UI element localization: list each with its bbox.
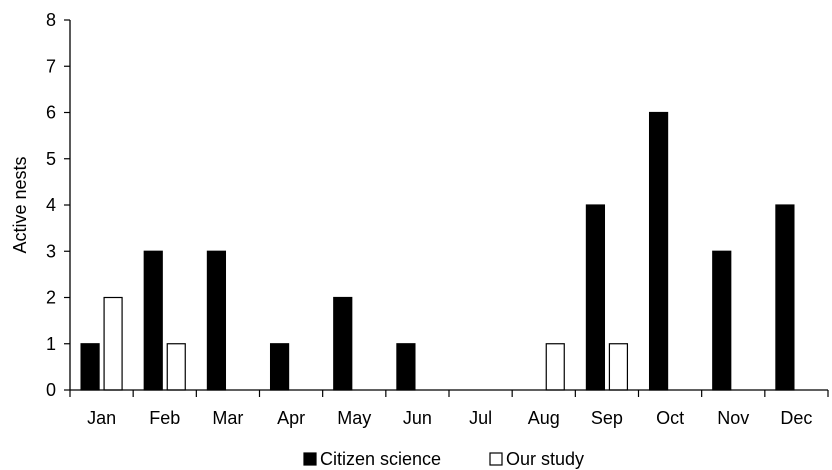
bar-our-study-feb bbox=[166, 343, 186, 391]
x-tick-label: Nov bbox=[717, 408, 749, 428]
legend-swatch bbox=[489, 452, 503, 466]
x-tick-label: Jan bbox=[87, 408, 116, 428]
y-axis-label: Active nests bbox=[10, 156, 30, 253]
bar-citizen-science-sep bbox=[585, 204, 606, 391]
bar-citizen-science-nov bbox=[712, 250, 732, 391]
bar-citizen-science-jan bbox=[80, 343, 100, 391]
x-tick-label: Dec bbox=[780, 408, 812, 428]
bar-citizen-science-apr bbox=[269, 343, 290, 391]
y-tick-label: 0 bbox=[46, 380, 56, 400]
axes-layer bbox=[64, 19, 829, 397]
bar-our-study-jan bbox=[103, 296, 123, 391]
y-tick-label: 5 bbox=[46, 149, 56, 169]
labels-layer: 0 1 2 3 4 5 6 7 8 Jan Feb Mar Apr May Jun Jul Aug Sep Oct N… bbox=[46, 10, 812, 428]
y-tick-label: 2 bbox=[46, 288, 56, 308]
bars-layer bbox=[80, 111, 795, 391]
bar-our-study-sep bbox=[608, 343, 629, 391]
x-tick-label: May bbox=[337, 408, 371, 428]
legend-swatch bbox=[303, 452, 317, 466]
legend-entry: Our study bbox=[506, 449, 584, 469]
bar-citizen-science-mar bbox=[206, 250, 227, 391]
y-tick-label: 6 bbox=[46, 103, 56, 123]
x-tick-label: Aug bbox=[528, 408, 560, 428]
x-tick-label: Apr bbox=[277, 408, 305, 428]
bar-citizen-science-oct bbox=[648, 111, 669, 391]
y-tick-label: 8 bbox=[46, 10, 56, 30]
x-tick-label: Mar bbox=[212, 408, 243, 428]
x-tick-label: Sep bbox=[591, 408, 623, 428]
x-tick-label: Oct bbox=[656, 408, 684, 428]
bar-citizen-science-may bbox=[333, 296, 353, 391]
legend-entry: Citizen science bbox=[320, 449, 441, 469]
bar-our-study-aug bbox=[545, 343, 565, 391]
x-tick-label: Jul bbox=[469, 408, 492, 428]
legend: Citizen science Our study bbox=[303, 449, 584, 469]
bar-citizen-science-feb bbox=[143, 250, 163, 391]
bar-citizen-science-jun bbox=[396, 343, 416, 391]
bar-citizen-science-dec bbox=[775, 204, 795, 391]
y-tick-label: 1 bbox=[46, 334, 56, 354]
x-tick-label: Feb bbox=[149, 408, 180, 428]
y-tick-label: 3 bbox=[46, 241, 56, 261]
x-tick-label: Jun bbox=[403, 408, 432, 428]
y-tick-label: 7 bbox=[46, 56, 56, 76]
y-tick-label: 4 bbox=[46, 195, 56, 215]
